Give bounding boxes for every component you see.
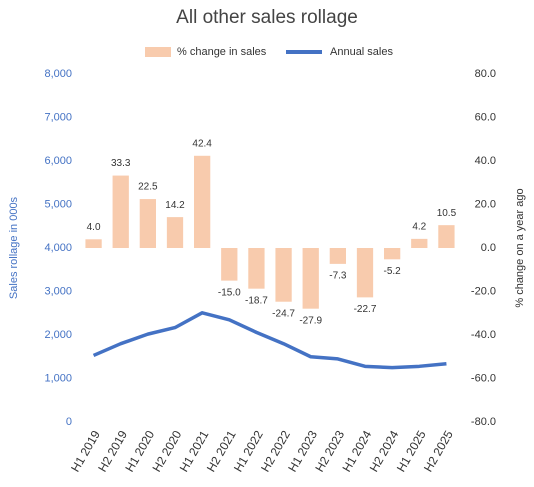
y2-tick-label: 40.0 [475,155,496,167]
bar [112,175,129,248]
y-tick-label: 3,000 [44,285,72,297]
bar [139,199,156,248]
legend-label: % change in sales [177,46,267,58]
bar [248,248,265,289]
y-tick-label: 1,000 [44,372,72,384]
y-tick-label: 6,000 [44,155,72,167]
bar [194,155,211,248]
data-label: 42.4 [192,138,212,149]
y-tick-label: 0 [66,416,72,428]
data-label: -24.7 [272,308,295,319]
data-label: -7.3 [329,271,347,282]
y2-tick-label: 80.0 [475,68,496,80]
y2-axis-title: % change on a year ago [514,188,526,307]
data-label: 14.2 [165,200,185,211]
y-tick-label: 8,000 [44,68,72,80]
data-label: -27.9 [299,315,322,326]
y2-tick-label: 20.0 [475,198,496,210]
legend-swatch [145,47,171,57]
y-axis-title: Sales rollage in 000s [8,196,20,299]
data-label: 4.0 [87,222,101,233]
data-label: -15.0 [218,287,241,298]
y2-tick-label: -60.0 [471,372,496,384]
y2-tick-label: 60.0 [475,111,496,123]
legend-label: Annual sales [330,46,393,58]
data-label: -18.7 [245,295,268,306]
y-tick-label: 4,000 [44,242,72,254]
bar [85,239,102,248]
data-label: 33.3 [111,158,131,169]
bar [221,248,238,281]
bar [438,225,455,248]
chart-title: All other sales rollage [176,7,358,28]
line [92,311,447,370]
y2-tick-label: 0.0 [481,242,496,254]
y-tick-label: 2,000 [44,329,72,341]
bar [166,217,184,248]
y-tick-label: 7,000 [44,111,72,123]
bar [302,248,319,309]
bar [275,248,292,302]
bar [384,248,401,260]
bar [329,248,346,264]
bar [411,238,428,248]
data-label: 22.5 [138,182,158,193]
y2-tick-label: -40.0 [471,329,496,341]
data-label: 4.2 [412,222,426,233]
y2-tick-label: -80.0 [471,416,496,428]
y-tick-label: 5,000 [44,198,72,210]
y2-tick-label: -20.0 [471,285,496,297]
data-label: 10.5 [437,208,457,219]
data-label: -5.2 [384,266,402,277]
data-label: -22.7 [354,304,377,315]
bar [356,248,374,298]
